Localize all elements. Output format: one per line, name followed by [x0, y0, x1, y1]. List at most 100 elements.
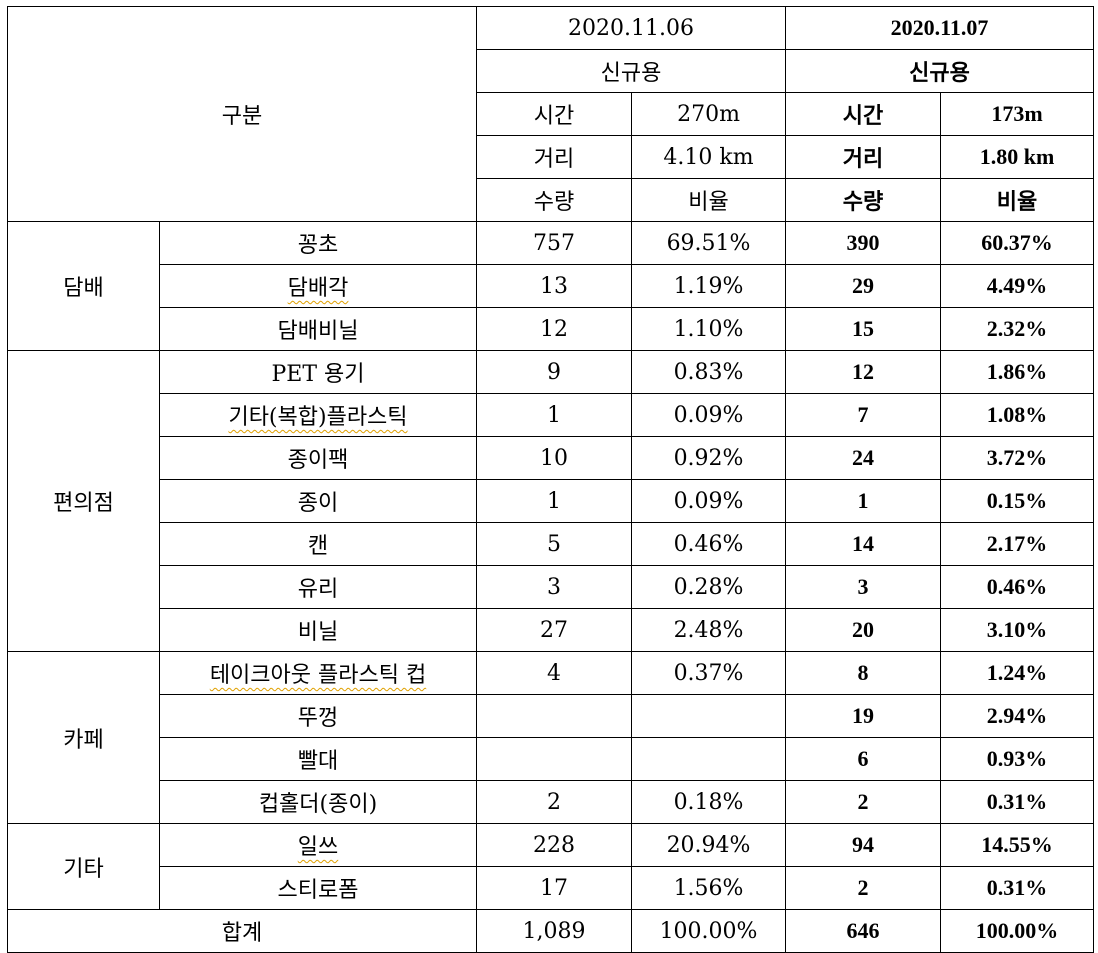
ratio-cell: 0.46%: [631, 522, 787, 566]
quantity-cell: 13: [476, 264, 633, 308]
quantity-cell: 20: [785, 608, 942, 652]
quantity-cell: 2: [476, 780, 633, 824]
litter-survey-table: 구분 2020.11.06 2020.11.07 신규용 신규용 시간 270m…: [6, 6, 1095, 953]
ratio-cell: 0.28%: [631, 565, 787, 609]
ratio-cell: 14.55%: [940, 823, 1095, 867]
item-label: 담배각: [158, 264, 478, 308]
quantity-cell: 2: [785, 780, 942, 824]
quantity-cell: 1: [476, 393, 633, 437]
ratio-label-1: 비율: [631, 178, 787, 222]
quantity-cell: 15: [785, 307, 942, 351]
distance-value-2: 1.80 km: [940, 135, 1095, 179]
quantity-cell: 8: [785, 651, 942, 695]
total-ratio-2: 100.00%: [940, 909, 1095, 953]
quantity-cell: 6: [785, 737, 942, 781]
item-label: 꽁초: [158, 221, 478, 265]
quantity-cell: [476, 694, 633, 738]
ratio-cell: 0.37%: [631, 651, 787, 695]
ratio-cell: [631, 737, 787, 781]
ratio-cell: 0.92%: [631, 436, 787, 480]
quantity-cell: 2: [785, 866, 942, 910]
ratio-cell: 1.10%: [631, 307, 787, 351]
item-label: 기타(복합)플라스틱: [158, 393, 478, 437]
quantity-cell: 12: [476, 307, 633, 351]
ratio-cell: [631, 694, 787, 738]
item-label: 담배비닐: [158, 307, 478, 351]
time-value-1: 270m: [631, 92, 787, 136]
item-label: 종이: [158, 479, 478, 523]
quantity-cell: 19: [785, 694, 942, 738]
ratio-cell: 0.31%: [940, 866, 1095, 910]
ratio-cell: 0.93%: [940, 737, 1095, 781]
ratio-cell: 1.19%: [631, 264, 787, 308]
date-header-1: 2020.11.06: [476, 6, 787, 50]
time-label-1: 시간: [476, 92, 633, 136]
item-label: 뚜껑: [158, 694, 478, 738]
quantity-label-2: 수량: [785, 178, 942, 222]
ratio-cell: 4.49%: [940, 264, 1095, 308]
ratio-cell: 2.48%: [631, 608, 787, 652]
quantity-cell: 3: [476, 565, 633, 609]
date-header-2: 2020.11.07: [785, 6, 1095, 50]
ratio-cell: 0.18%: [631, 780, 787, 824]
group-label: 카페: [7, 651, 160, 824]
ratio-cell: 0.09%: [631, 393, 787, 437]
quantity-cell: 757: [476, 221, 633, 265]
time-label-2: 시간: [785, 92, 942, 136]
ratio-cell: 0.83%: [631, 350, 787, 394]
total-quantity-2: 646: [785, 909, 942, 953]
quantity-cell: 5: [476, 522, 633, 566]
ratio-cell: 1.24%: [940, 651, 1095, 695]
quantity-cell: 390: [785, 221, 942, 265]
ratio-cell: 0.15%: [940, 479, 1095, 523]
ratio-cell: 1.08%: [940, 393, 1095, 437]
ratio-cell: 69.51%: [631, 221, 787, 265]
quantity-cell: 14: [785, 522, 942, 566]
ratio-cell: 20.94%: [631, 823, 787, 867]
quantity-cell: 17: [476, 866, 633, 910]
quantity-cell: 228: [476, 823, 633, 867]
ratio-cell: 1.86%: [940, 350, 1095, 394]
quantity-label-1: 수량: [476, 178, 633, 222]
item-label: PET 용기: [158, 350, 478, 394]
item-label-text: 기타(복합)플라스틱: [228, 405, 408, 430]
group-label: 기타: [7, 823, 160, 910]
distance-label-2: 거리: [785, 135, 942, 179]
item-label: 스티로폼: [158, 866, 478, 910]
group-label: 담배: [7, 221, 160, 351]
item-label: 빨대: [158, 737, 478, 781]
total-label: 합계: [6, 909, 478, 953]
quantity-cell: 94: [785, 823, 942, 867]
item-label-text: 테이크아웃 플라스틱 컵: [209, 663, 427, 688]
total-ratio-1: 100.00%: [631, 909, 787, 953]
item-label: 컵홀더(종이): [158, 780, 478, 824]
ratio-cell: 3.72%: [940, 436, 1095, 480]
quantity-cell: 29: [785, 264, 942, 308]
quantity-cell: 24: [785, 436, 942, 480]
ratio-cell: 2.32%: [940, 307, 1095, 351]
ratio-cell: 2.17%: [940, 522, 1095, 566]
quantity-cell: 1: [785, 479, 942, 523]
item-label: 일쓰: [158, 823, 478, 867]
item-label: 종이팩: [158, 436, 478, 480]
ratio-cell: 0.46%: [940, 565, 1095, 609]
item-label-text: 담배각: [287, 276, 349, 301]
ratio-cell: 0.31%: [940, 780, 1095, 824]
ratio-cell: 0.09%: [631, 479, 787, 523]
distance-value-1: 4.10 km: [631, 135, 787, 179]
category-header: 구분: [6, 6, 478, 222]
type-header-2: 신규용: [785, 49, 1095, 93]
ratio-cell: 2.94%: [940, 694, 1095, 738]
ratio-cell: 60.37%: [940, 221, 1095, 265]
ratio-cell: 1.56%: [631, 866, 787, 910]
item-label-text: 일쓰: [297, 835, 339, 860]
quantity-cell: 10: [476, 436, 633, 480]
item-label: 테이크아웃 플라스틱 컵: [158, 651, 478, 695]
total-quantity-1: 1,089: [476, 909, 633, 953]
type-header-1: 신규용: [476, 49, 787, 93]
ratio-label-2: 비율: [940, 178, 1095, 222]
quantity-cell: 1: [476, 479, 633, 523]
quantity-cell: 9: [476, 350, 633, 394]
ratio-cell: 3.10%: [940, 608, 1095, 652]
quantity-cell: 4: [476, 651, 633, 695]
